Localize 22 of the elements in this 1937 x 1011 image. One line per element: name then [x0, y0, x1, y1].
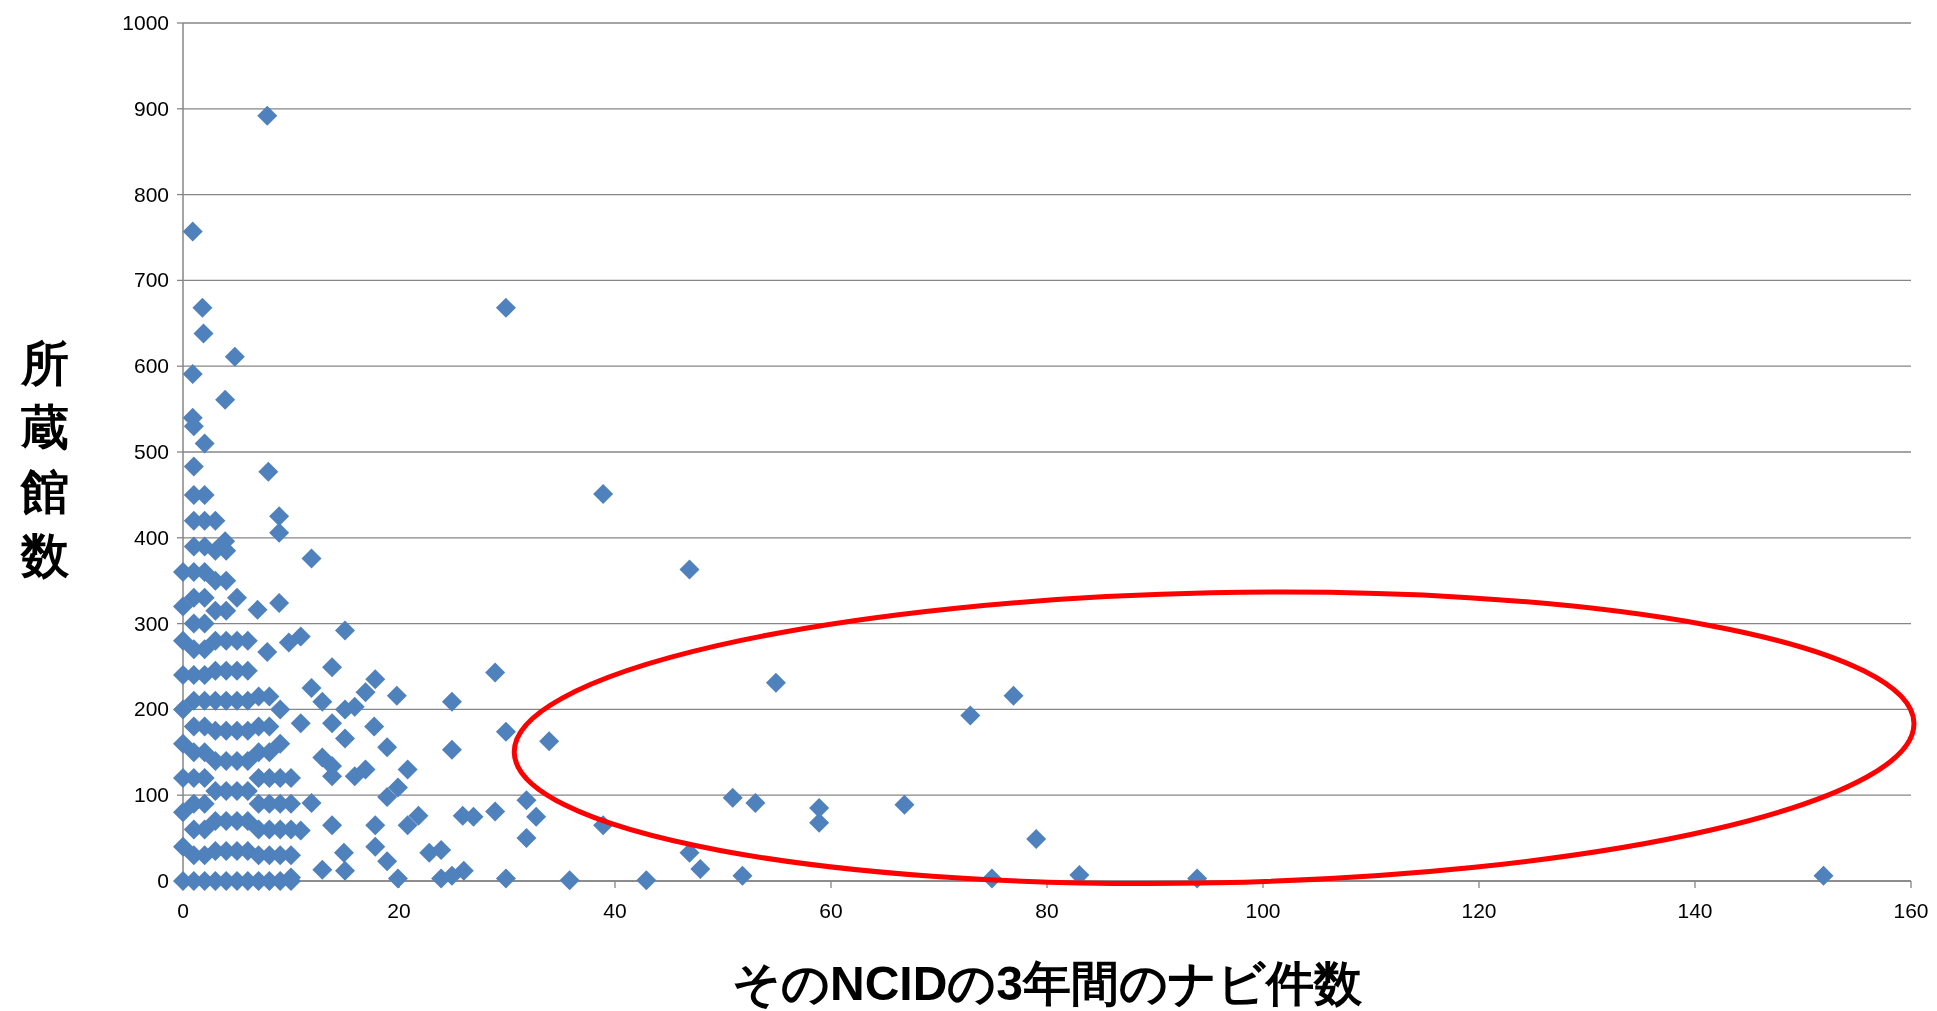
y-tick-label: 800 — [133, 182, 169, 206]
x-tick-label: 0 — [177, 899, 189, 922]
x-tick-label: 140 — [1677, 899, 1713, 922]
y-tick-label: 0 — [157, 869, 169, 892]
x-tick-label: 120 — [1461, 899, 1497, 922]
y-tick-label: 200 — [133, 697, 169, 721]
x-tick-label: 100 — [1245, 899, 1281, 922]
y-tick-label: 100 — [133, 783, 169, 807]
x-tick-label: 60 — [819, 899, 843, 922]
y-tick-label: 500 — [133, 440, 169, 463]
y-tick-label: 1000 — [122, 11, 169, 34]
y-tick-label: 700 — [133, 268, 169, 292]
x-axis-title: そのNCIDの3年間のナビ件数 — [731, 957, 1364, 1010]
y-tick-label: 400 — [133, 525, 169, 549]
x-tick-label: 160 — [1893, 899, 1929, 922]
x-tick-label: 40 — [603, 899, 627, 922]
y-tick-label: 600 — [133, 354, 169, 378]
x-tick-label: 80 — [1035, 899, 1059, 922]
y-axis-title: 所蔵館数 — [19, 337, 70, 582]
y-tick-label: 300 — [133, 611, 169, 635]
x-tick-label: 20 — [387, 899, 411, 922]
y-tick-label: 900 — [133, 96, 169, 120]
